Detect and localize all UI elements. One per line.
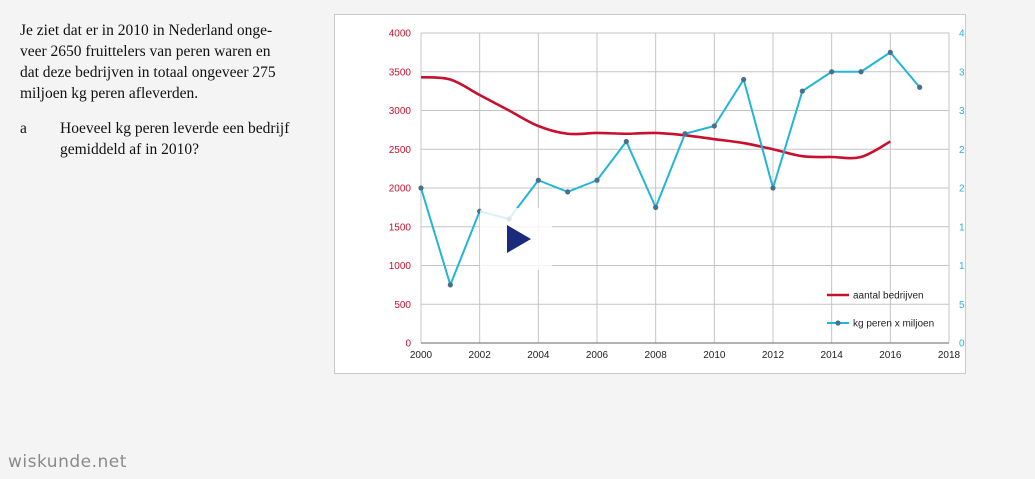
x-tick-label: 2002 [469,350,492,361]
x-tick-label: 2010 [703,350,726,361]
chart-container: 0 500 1000 1500 2000 2500 3000 3500 4000 0 50 100 15… [334,14,966,374]
series-point-1 [623,138,629,145]
intro-paragraph: Je ziet dat er in 2010 in Nederland onge… [20,22,276,102]
x-tick-label: 2018 [938,350,961,361]
series-point-1 [887,49,893,55]
series-point-1 [799,88,805,94]
x-tick-label: 2006 [586,350,609,361]
series-point-1 [741,76,747,83]
series-point-1 [917,84,923,90]
right-tick-label: 200 [959,184,965,195]
left-tick-label: 3000 [389,106,412,117]
series-point-1 [711,123,717,129]
x-tick-label: 2012 [762,350,785,361]
question-letter: a [20,120,27,137]
x-tick-label: 2014 [821,350,844,361]
right-tick-label: 0 [959,339,965,350]
x-tick-label: 2016 [879,350,902,361]
right-tick-label: 250 [959,145,965,156]
legend-label-1: kg peren x miljoen [853,319,934,330]
right-tick-label: 50 [959,300,965,311]
series-point-1 [594,177,600,183]
site-logo: wiskunde.net [8,452,127,472]
left-tick-label: 0 [405,339,411,350]
question-a: a Hoeveel kg peren leverde een bedrijf g… [20,118,320,160]
series-point-1 [535,177,541,183]
x-tick-label: 2000 [410,350,433,361]
left-tick-label: 2000 [389,184,412,195]
left-tick-label: 3500 [389,67,412,78]
legend-label-0: aantal bedrijven [853,291,924,302]
play-button[interactable] [480,208,552,270]
right-tick-label: 300 [959,106,965,117]
right-tick-label: 400 [959,29,965,40]
series-line-0 [420,75,891,160]
question-text: Hoeveel kg peren leverde een bedrijf gem… [60,120,290,158]
line-chart: 0 500 1000 1500 2000 2500 3000 3500 4000 0 50 100 15… [389,29,965,362]
series-point-1 [770,185,776,191]
series-point-1 [829,69,835,75]
x-tick-label: 2008 [645,350,668,361]
series-point-1 [565,189,571,195]
series-point-1 [418,185,424,191]
right-tick-label: 350 [959,67,965,78]
left-tick-label: 1500 [389,222,412,233]
left-tick-label: 4000 [389,29,412,40]
right-tick-label: 100 [959,261,965,272]
series-point-1 [682,131,688,137]
left-tick-label: 1000 [389,261,412,272]
series-point-1 [653,204,659,210]
exercise-text: Je ziet dat er in 2010 in Nederland onge… [20,20,320,160]
series-point-1 [858,69,864,75]
play-icon [507,225,531,253]
left-tick-label: 2500 [389,145,412,156]
left-tick-label: 500 [394,300,411,311]
legend-marker-1 [835,320,841,326]
x-tick-label: 2004 [527,350,550,361]
right-tick-label: 150 [959,222,965,233]
series-point-1 [447,282,453,288]
